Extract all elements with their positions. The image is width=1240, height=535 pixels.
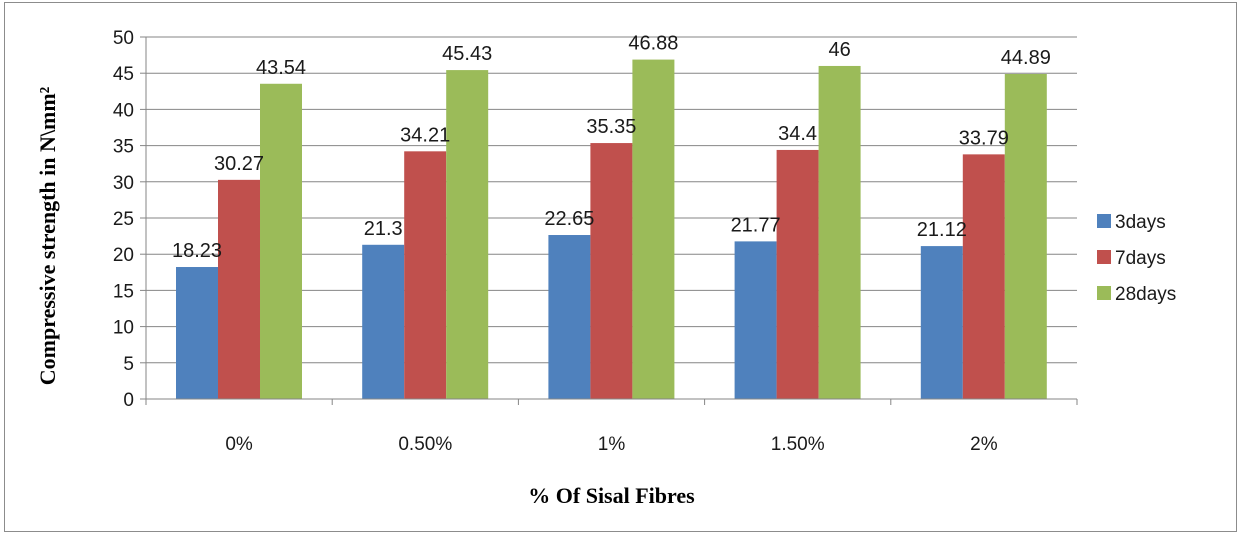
y-tick-label: 15 xyxy=(113,281,134,302)
y-tick-label: 45 xyxy=(113,64,134,85)
bar-7days-1% xyxy=(590,143,633,399)
x-tick-label: 0% xyxy=(225,434,253,455)
y-tick-labels: 0 5 10 15 20 25 30 35 40 45 50 xyxy=(113,28,134,411)
data-label: 44.89 xyxy=(1001,47,1051,69)
x-tick-label: 2% xyxy=(970,434,998,455)
bar-3days-1% xyxy=(548,235,591,399)
data-label: 45.43 xyxy=(442,43,492,65)
y-tick-label: 10 xyxy=(113,318,134,339)
x-tick-label: 1% xyxy=(598,434,626,455)
data-label: 18.23 xyxy=(172,240,222,262)
chart-frame: 0 5 10 15 20 25 30 35 40 45 50 0% 0.50% 1% 1.50% 2% 18… xyxy=(4,2,1237,532)
data-label: 33.79 xyxy=(959,127,1009,149)
bar-28days-0% xyxy=(260,83,302,400)
legend-label-28days: 28days xyxy=(1115,284,1176,305)
bar-28days-2% xyxy=(1004,73,1047,399)
y-tick-label: 40 xyxy=(113,100,134,121)
data-label: 34.21 xyxy=(400,124,450,146)
legend-label-3days: 3days xyxy=(1115,212,1166,233)
data-label: 46 xyxy=(828,39,850,61)
bar-group xyxy=(176,59,1047,400)
data-label: 21.77 xyxy=(731,214,781,236)
data-label: 21.12 xyxy=(917,219,967,241)
y-tick-label: 25 xyxy=(113,209,134,230)
bar-3days-1.50% xyxy=(734,241,777,399)
y-axis-title: Compressive strength in N\mm² xyxy=(35,86,60,385)
bar-7days-0.50% xyxy=(404,151,447,399)
y-tick-label: 30 xyxy=(113,173,134,194)
legend-swatch-3days xyxy=(1097,214,1111,228)
bar-7days-1.50% xyxy=(776,149,819,399)
bar-3days-2% xyxy=(920,246,963,399)
bar-28days-1% xyxy=(632,59,675,399)
bar-3days-0% xyxy=(176,267,218,399)
bar-28days-0.50% xyxy=(446,70,489,400)
data-label: 46.88 xyxy=(628,33,678,55)
data-label: 21.3 xyxy=(364,218,403,240)
bar-chart: 0 5 10 15 20 25 30 35 40 45 50 0% 0.50% 1% 1.50% 2% 18… xyxy=(35,28,1176,508)
data-label: 22.65 xyxy=(544,208,594,230)
bar-28days-1.50% xyxy=(818,65,861,400)
bar-7days-2% xyxy=(962,154,1005,399)
data-label: 43.54 xyxy=(256,57,306,79)
data-label: 35.35 xyxy=(586,116,636,138)
legend-swatch-7days xyxy=(1097,250,1111,264)
legend: 3days 7days 28days xyxy=(1097,212,1176,305)
x-tick-label: 0.50% xyxy=(398,434,452,455)
y-tick-label: 20 xyxy=(113,245,134,266)
bar-7days-0% xyxy=(218,179,260,399)
y-tick-label: 35 xyxy=(113,137,134,158)
legend-label-7days: 7days xyxy=(1115,248,1166,269)
data-labels: 18.23 21.3 22.65 21.77 21.12 30.27 34.21 35.35 3… xyxy=(172,33,1051,262)
y-tick-label: 50 xyxy=(113,28,134,49)
x-tick-label: 1.50% xyxy=(771,434,825,455)
bar-3days-0.50% xyxy=(362,244,405,399)
y-tick-label: 0 xyxy=(123,390,134,411)
y-tick-label: 5 xyxy=(123,354,134,375)
x-axis-title: % Of Sisal Fibres xyxy=(528,483,695,508)
data-label: 30.27 xyxy=(214,153,264,175)
x-tick-labels: 0% 0.50% 1% 1.50% 2% xyxy=(225,434,997,455)
legend-swatch-28days xyxy=(1097,286,1111,300)
axes xyxy=(140,36,1078,405)
data-label: 34.4 xyxy=(778,123,817,145)
